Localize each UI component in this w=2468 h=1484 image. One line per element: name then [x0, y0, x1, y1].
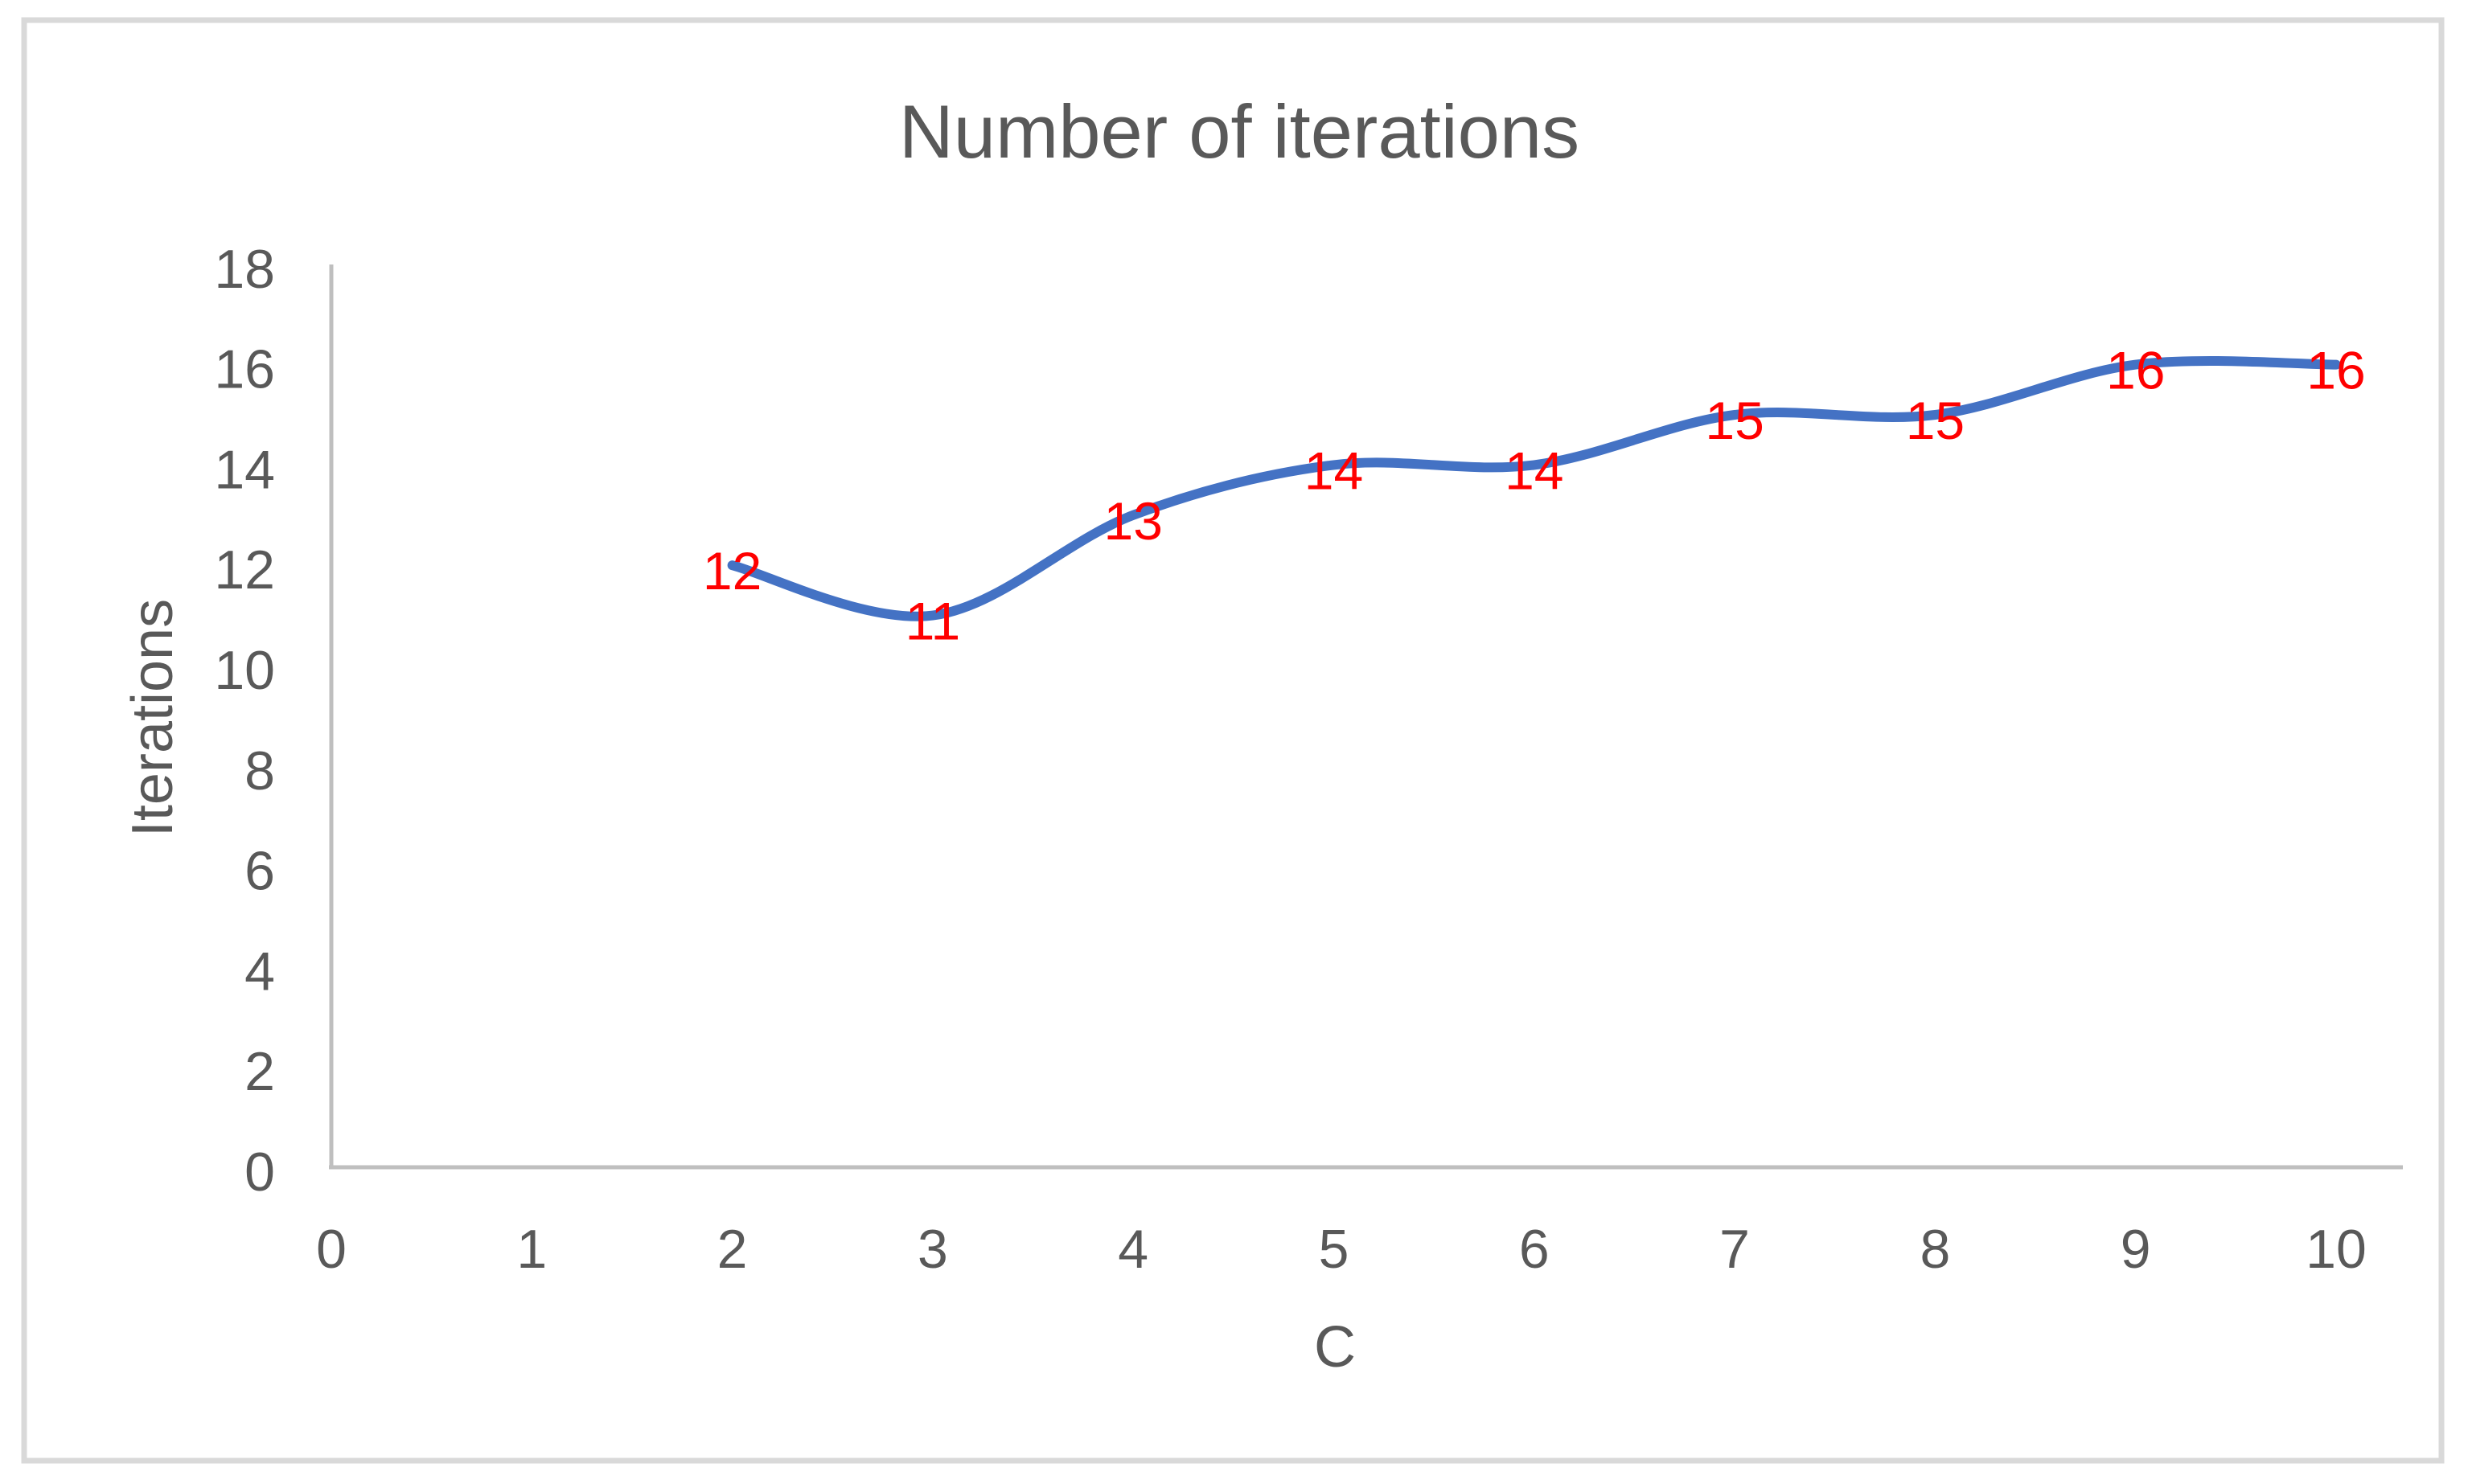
y-tick-label: 2 [244, 1041, 275, 1102]
x-tick-label: 8 [1920, 1219, 1950, 1280]
x-tick-label: 3 [918, 1219, 948, 1280]
data-label: 16 [2106, 341, 2165, 400]
y-tick-label: 4 [244, 941, 275, 1002]
series-line [727, 355, 2341, 621]
y-tick-label: 10 [214, 640, 275, 701]
y-tick-label: 18 [214, 239, 275, 300]
y-tick-label: 16 [214, 339, 275, 400]
data-label: 15 [1705, 391, 1764, 450]
x-axis-tick-labels: 0 1 2 3 4 5 6 7 8 9 10 [316, 1219, 2367, 1280]
y-tick-label: 14 [214, 439, 275, 500]
x-tick-label: 10 [2306, 1219, 2367, 1280]
x-tick-label: 7 [1719, 1219, 1750, 1280]
x-tick-label: 5 [1319, 1219, 1349, 1280]
data-label: 14 [1304, 441, 1363, 500]
x-tick-label: 9 [2121, 1219, 2151, 1280]
y-axis-tick-labels: 0 2 4 6 8 10 12 14 16 18 [214, 239, 275, 1203]
y-axis-title: Iterations [121, 599, 185, 837]
y-tick-label: 12 [214, 539, 275, 601]
data-label: 14 [1505, 441, 1563, 500]
data-label: 15 [1906, 391, 1965, 450]
x-tick-label: 4 [1118, 1219, 1148, 1280]
data-label: 16 [2306, 341, 2365, 400]
data-label: 11 [905, 592, 961, 651]
x-tick-label: 6 [1519, 1219, 1550, 1280]
x-tick-label: 1 [516, 1219, 547, 1280]
x-tick-label: 2 [717, 1219, 748, 1280]
x-axis-title: C [1314, 1315, 1356, 1379]
series-data-labels: 12 11 13 14 14 15 15 16 16 [703, 341, 2366, 651]
chart-frame-border [21, 17, 2445, 1464]
y-tick-label: 8 [244, 740, 275, 801]
series-iterations [727, 355, 2341, 621]
chart-title: Number of iterations [899, 89, 1579, 174]
y-tick-label: 6 [244, 841, 275, 902]
data-label: 12 [703, 541, 762, 601]
data-label: 13 [1103, 491, 1162, 551]
y-tick-label: 0 [244, 1142, 275, 1203]
x-tick-label: 0 [316, 1219, 347, 1280]
